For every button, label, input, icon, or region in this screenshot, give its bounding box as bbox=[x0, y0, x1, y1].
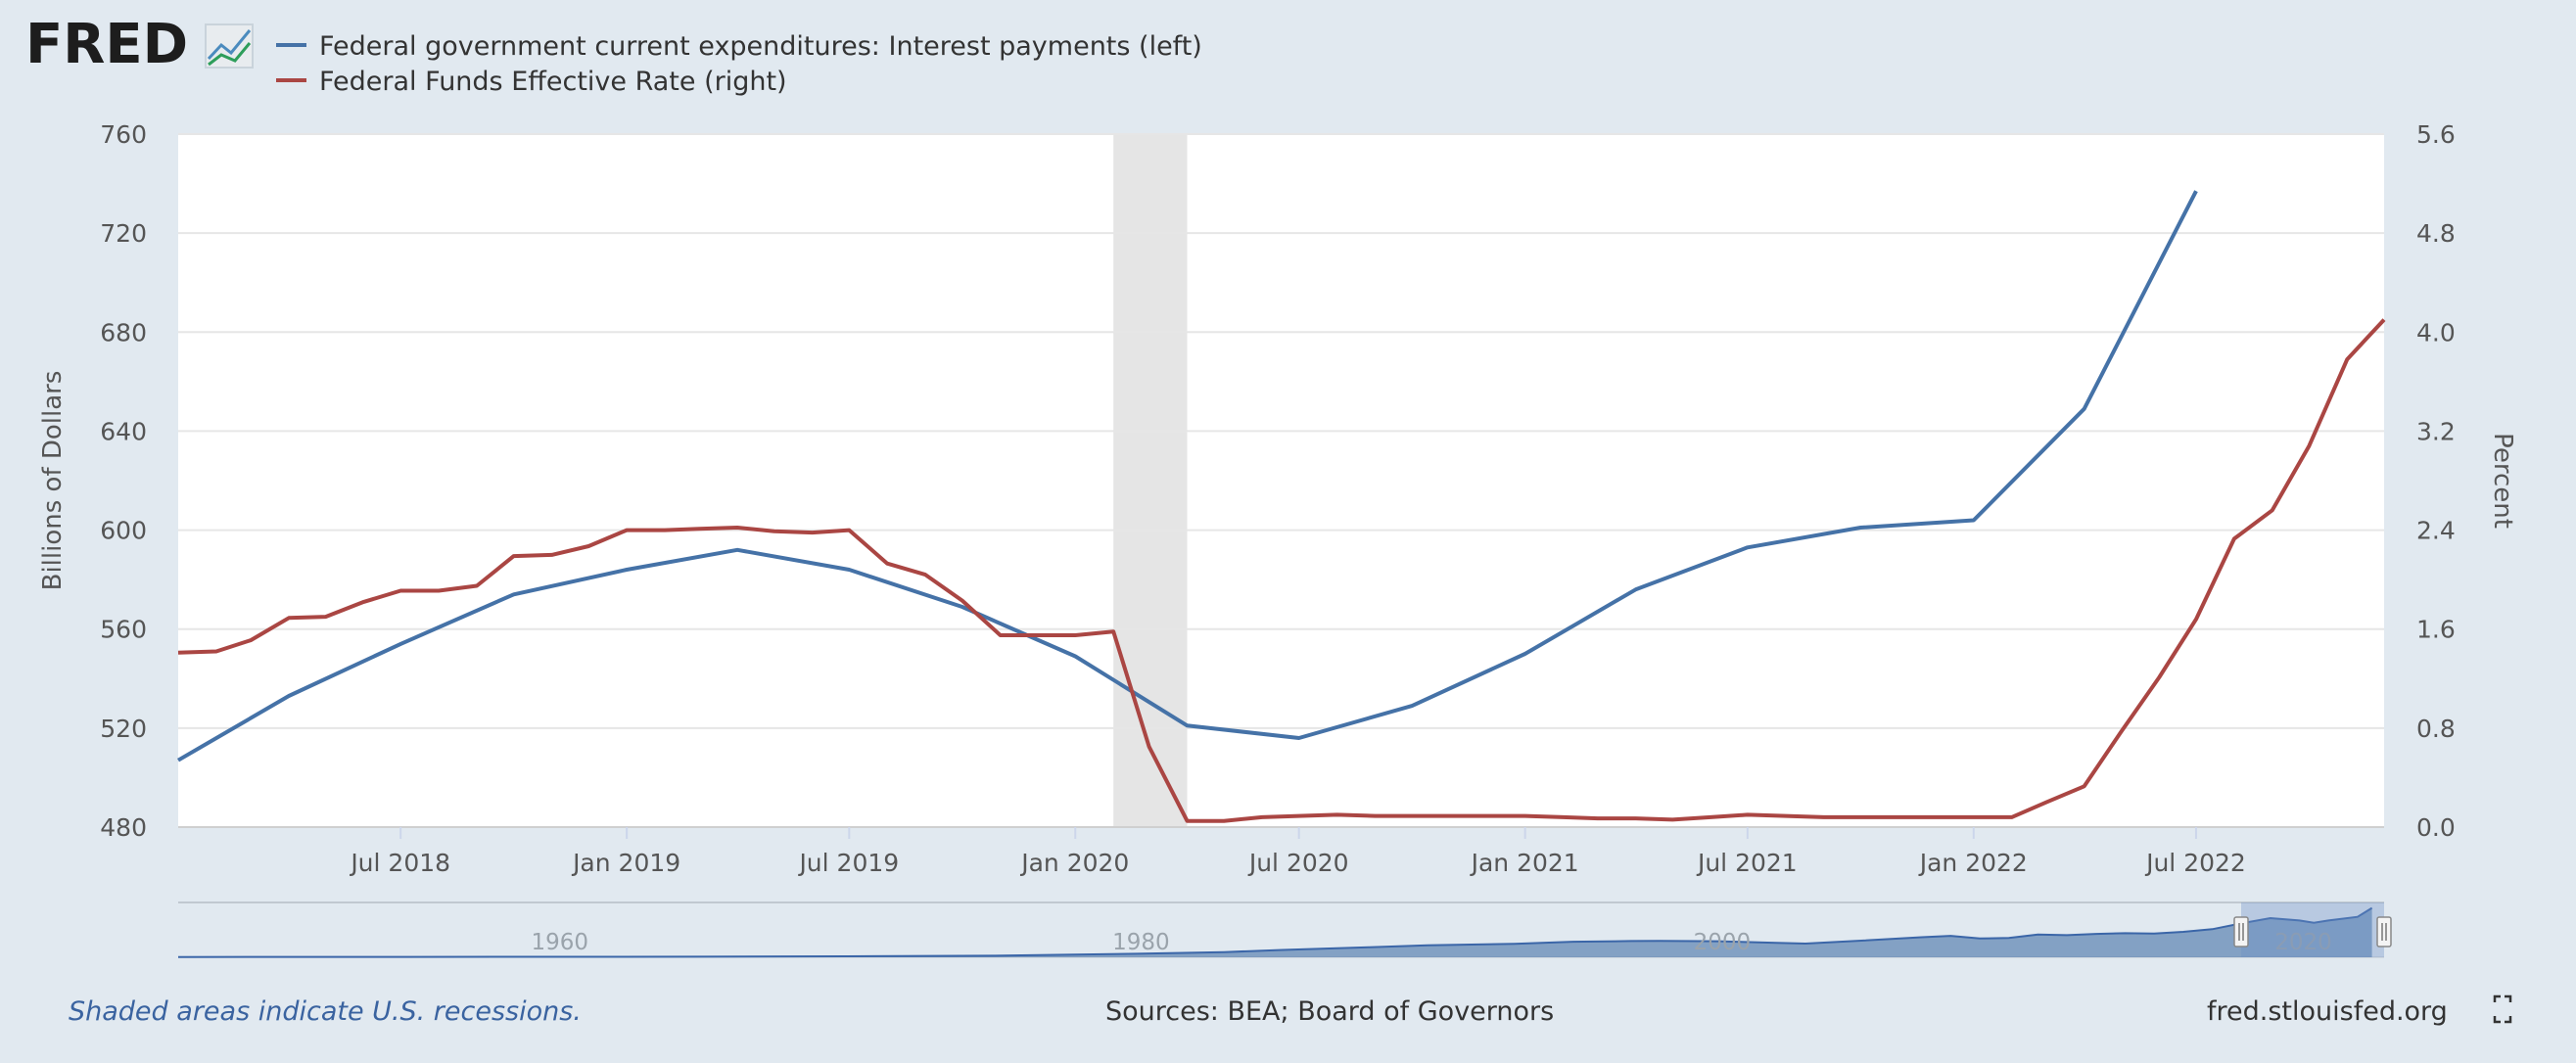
y-left-tick-label: 720 bbox=[100, 219, 147, 248]
x-tick-label: Jul 2021 bbox=[1696, 849, 1798, 877]
y-left-tick-label: 760 bbox=[100, 120, 147, 149]
fred-logo-text: FRED bbox=[25, 13, 188, 76]
y-axis-left-title: Billions of Dollars bbox=[38, 371, 68, 591]
x-tick-label: Jul 2018 bbox=[349, 849, 450, 877]
y-right-tick-label: 3.2 bbox=[2416, 417, 2456, 445]
plot-area bbox=[178, 134, 2384, 827]
navigator-selection[interactable] bbox=[2241, 902, 2384, 957]
recession-note: Shaded areas indicate U.S. recessions. bbox=[69, 996, 582, 1027]
y-left-tick-label: 560 bbox=[100, 616, 147, 644]
y-left-tick-label: 680 bbox=[100, 318, 147, 347]
x-tick-label: Jan 2022 bbox=[1918, 849, 2028, 877]
y-left-tick-label: 520 bbox=[100, 715, 147, 743]
y-left-tick-label: 600 bbox=[100, 517, 147, 545]
series-line-fed-funds-rate[interactable] bbox=[177, 318, 2386, 823]
y-right-tick-label: 1.6 bbox=[2416, 616, 2456, 644]
navigator-year-label: 2000 bbox=[1694, 930, 1752, 955]
y-left-tick-label: 640 bbox=[100, 417, 147, 445]
site-link[interactable]: fred.stlouisfed.org bbox=[2207, 996, 2448, 1027]
series-line-interest-payments[interactable] bbox=[176, 190, 2198, 763]
x-tick-label: Jul 2022 bbox=[2144, 849, 2246, 877]
y-left-tick-label: 480 bbox=[100, 813, 147, 842]
y-right-tick-label: 0.0 bbox=[2416, 813, 2456, 842]
fullscreen-icon[interactable] bbox=[2489, 994, 2516, 1026]
navigator-year-label: 1960 bbox=[532, 930, 589, 955]
y-right-tick-label: 0.8 bbox=[2416, 715, 2456, 743]
navigator-handle-right[interactable] bbox=[2376, 916, 2392, 947]
x-tick-label: Jul 2019 bbox=[797, 849, 899, 877]
range-navigator[interactable]: 1960 1980 2000 2020 bbox=[177, 901, 2392, 958]
navigator-area bbox=[178, 907, 2372, 957]
navigator-year-label: 1980 bbox=[1112, 930, 1170, 955]
x-tick-label: Jan 2019 bbox=[571, 849, 680, 877]
legend: Federal government current expenditures:… bbox=[276, 31, 1202, 97]
y-axis-right-title: Percent bbox=[2488, 433, 2517, 529]
recession-shade-0 bbox=[1113, 134, 1188, 827]
navigator-handle-left[interactable] bbox=[2233, 916, 2249, 947]
y-right-tick-label: 4.0 bbox=[2416, 318, 2456, 347]
y-right-tick-label: 2.4 bbox=[2416, 517, 2456, 545]
sources-text: Sources: BEA; Board of Governors bbox=[1105, 996, 1554, 1027]
x-tick-label: Jan 2020 bbox=[1019, 849, 1129, 877]
x-tick-label: Jul 2020 bbox=[1247, 849, 1349, 877]
line-chart-icon bbox=[205, 23, 254, 69]
legend-label-fedfunds[interactable]: Federal Funds Effective Rate (right) bbox=[319, 67, 787, 97]
navigator-year-label: 2020 bbox=[2274, 930, 2332, 955]
y-right-tick-label: 5.6 bbox=[2416, 120, 2456, 149]
y-right-tick-label: 4.8 bbox=[2416, 219, 2456, 248]
x-tick-label: Jan 2021 bbox=[1470, 849, 1579, 877]
legend-label-interest[interactable]: Federal government current expenditures:… bbox=[319, 31, 1202, 62]
